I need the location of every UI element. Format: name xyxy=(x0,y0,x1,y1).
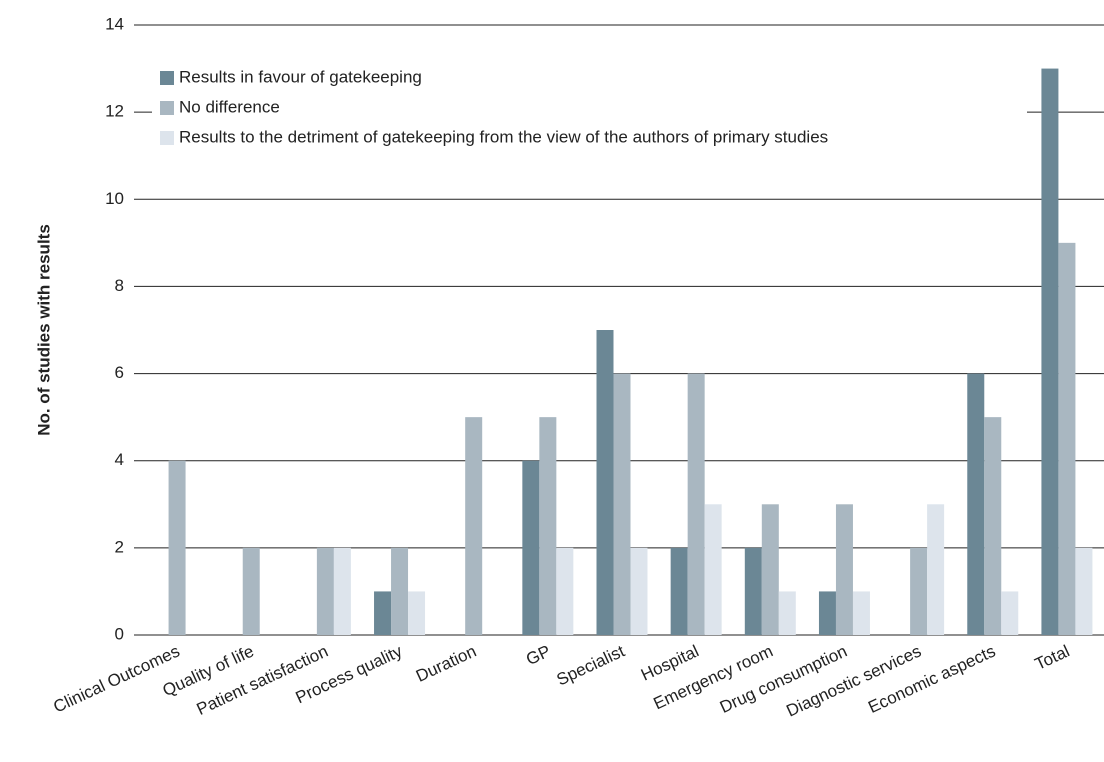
y-tick-label: 0 xyxy=(115,624,124,643)
bar xyxy=(316,547,334,635)
legend-swatch xyxy=(160,131,174,145)
y-tick-label: 4 xyxy=(115,450,124,469)
y-tick-label: 6 xyxy=(115,363,124,382)
x-tick-label: GP xyxy=(523,641,553,669)
y-tick-label: 14 xyxy=(105,14,124,33)
y-tick-label: 10 xyxy=(105,189,124,208)
bar xyxy=(670,547,688,635)
x-tick-label: Total xyxy=(1032,641,1073,673)
bar xyxy=(333,547,351,635)
x-tick-label: Patient satisfaction xyxy=(194,641,331,719)
bar xyxy=(1075,547,1093,635)
legend-label: Results in favour of gatekeeping xyxy=(179,67,422,86)
x-tick-label: Clinical Outcomes xyxy=(50,641,182,716)
bar xyxy=(630,547,648,635)
x-tick-label: Diagnostic services xyxy=(783,641,924,720)
legend-label: No difference xyxy=(179,97,280,116)
legend-swatch xyxy=(160,101,174,115)
bar xyxy=(391,547,409,635)
bar xyxy=(927,504,945,635)
legend-swatch xyxy=(160,71,174,85)
bar xyxy=(465,417,483,635)
bar xyxy=(539,417,557,635)
bar xyxy=(1001,591,1019,635)
bar xyxy=(1041,68,1059,636)
legend-label: Results to the detriment of gatekeeping … xyxy=(179,127,828,146)
bar xyxy=(910,547,928,635)
x-tick-label: Specialist xyxy=(554,641,628,689)
bar xyxy=(984,417,1002,635)
y-tick-label: 8 xyxy=(115,276,124,295)
bar xyxy=(596,330,614,635)
bar xyxy=(168,460,186,635)
bar xyxy=(704,504,722,635)
y-axis-label: No. of studies with results xyxy=(34,224,53,436)
bar xyxy=(556,547,574,635)
bar xyxy=(1058,242,1076,635)
bar xyxy=(852,591,870,635)
bar xyxy=(522,460,540,635)
bar xyxy=(761,504,779,635)
x-tick-label: Duration xyxy=(413,641,479,685)
bar xyxy=(744,547,762,635)
y-tick-label: 12 xyxy=(105,102,124,121)
bar xyxy=(374,591,392,635)
x-tick-label: Economic aspects xyxy=(865,641,998,717)
legend: Results in favour of gatekeeping No diffe… xyxy=(152,62,1027,156)
bar xyxy=(835,504,853,635)
bar xyxy=(778,591,796,635)
bar xyxy=(242,547,260,635)
bar xyxy=(613,373,631,635)
y-tick-label: 2 xyxy=(115,537,124,556)
legend-background xyxy=(152,62,1027,156)
bar xyxy=(967,373,985,635)
bar xyxy=(408,591,426,635)
bar xyxy=(818,591,836,635)
bar xyxy=(687,373,705,635)
